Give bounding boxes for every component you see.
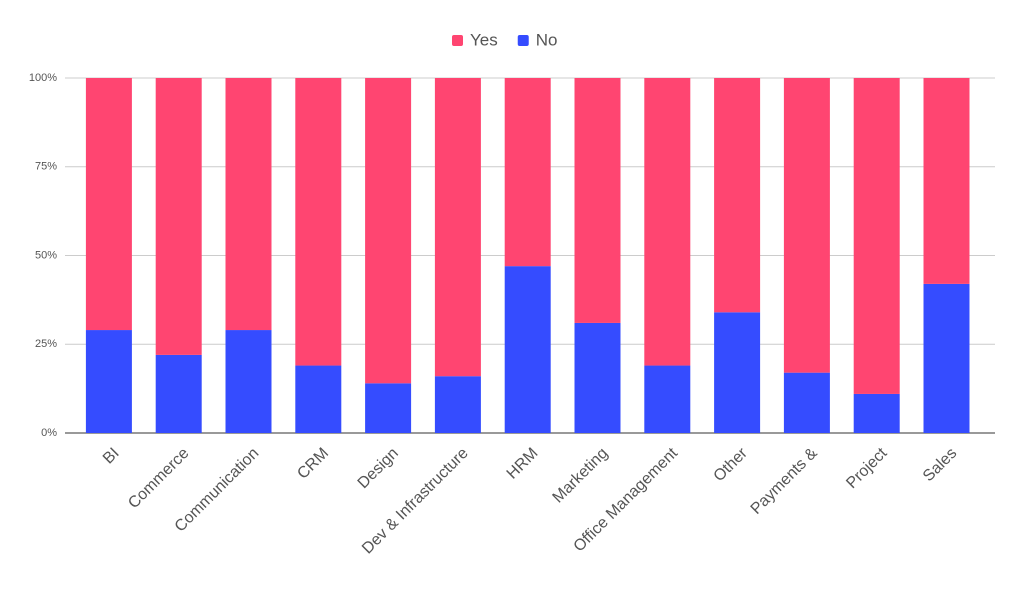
bar-segment — [155, 354, 202, 433]
bar-segment — [295, 365, 342, 433]
legend-swatch — [452, 35, 463, 46]
bar-segment — [923, 78, 970, 284]
bar-segment — [504, 78, 551, 267]
y-tick-label: 75% — [35, 161, 57, 173]
bar-segment — [365, 383, 412, 433]
y-tick-label: 50% — [35, 249, 57, 261]
x-tick-label: BI — [100, 445, 123, 468]
x-tick-label: HRM — [504, 445, 542, 483]
bar-segment — [295, 78, 342, 366]
x-tick-label: Payments & — [748, 445, 821, 518]
legend-label: Yes — [470, 30, 498, 49]
bar-segment — [574, 322, 621, 433]
x-tick-label: Commerce — [125, 445, 192, 512]
bar-segment — [923, 283, 970, 433]
bar-segment — [644, 78, 691, 366]
legend-label: No — [536, 30, 558, 49]
bar-segment — [225, 330, 272, 433]
x-tick-label: CRM — [294, 445, 332, 483]
bar-segment — [85, 330, 132, 433]
bar-segment — [714, 312, 761, 433]
bar-segment — [225, 78, 272, 331]
y-tick-label: 100% — [29, 72, 57, 84]
x-tick-label: Sales — [920, 445, 960, 485]
bar-segment — [574, 78, 621, 323]
legend-swatch — [517, 35, 529, 46]
bar-segment — [783, 372, 830, 433]
x-tick-label: Project — [843, 444, 891, 492]
bar-segment — [783, 78, 830, 373]
x-tick-label: Design — [355, 445, 402, 492]
bar-segment — [365, 78, 412, 384]
bar-segment — [434, 78, 481, 377]
x-tick-label: Marketing — [550, 445, 612, 507]
bar-segment — [155, 78, 202, 355]
bar-segment — [434, 376, 481, 433]
bar-segment — [504, 266, 551, 433]
bar-segment — [644, 365, 691, 433]
y-tick-label: 0% — [41, 427, 57, 439]
bar-segment — [853, 78, 900, 394]
y-tick-label: 25% — [35, 338, 57, 350]
bar-segment — [853, 393, 900, 433]
bar-segment — [714, 78, 761, 313]
bar-segment — [85, 78, 132, 331]
x-tick-label: Other — [711, 444, 752, 485]
